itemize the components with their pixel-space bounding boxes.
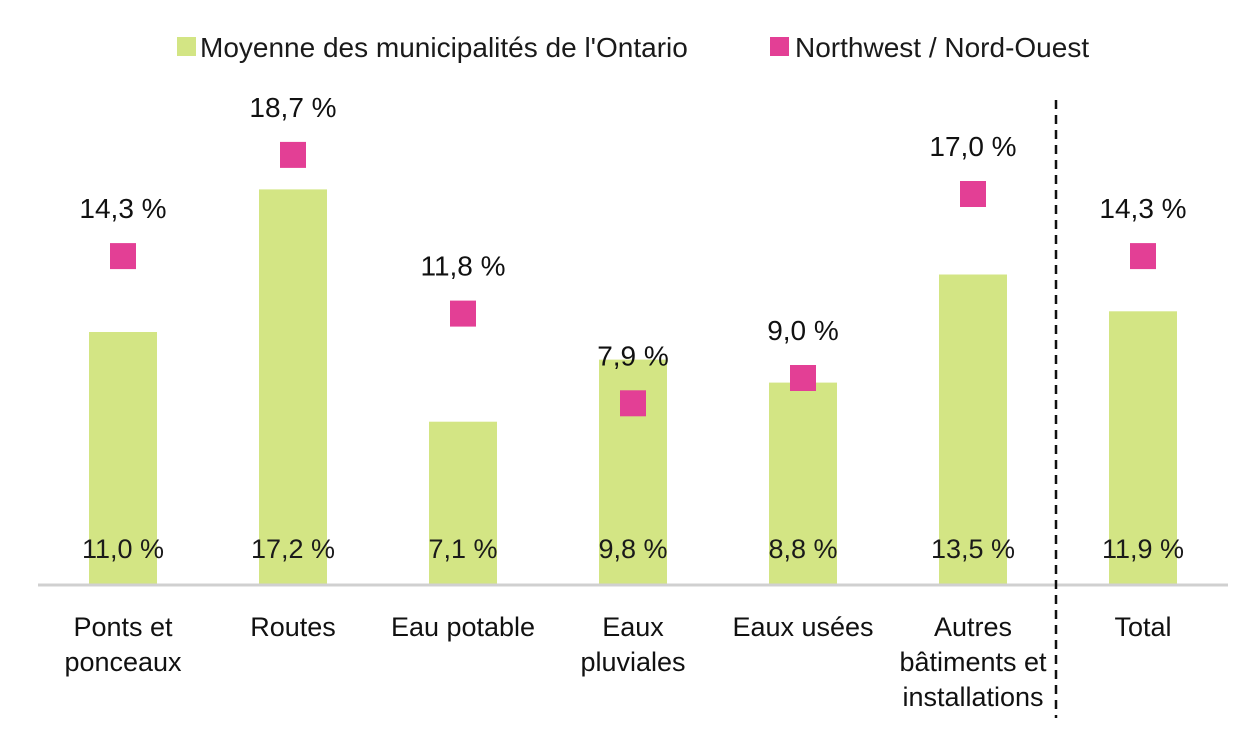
legend-swatch-1: [770, 37, 789, 56]
category-label-2: Eau potable: [391, 612, 535, 642]
marker-value-label-6: 14,3 %: [1099, 193, 1186, 224]
category-label-4: Eaux usées: [732, 612, 873, 642]
bar-value-label-4: 8,8 %: [768, 534, 837, 564]
marker-value-label-5: 17,0 %: [929, 131, 1016, 162]
bar-5: [939, 274, 1007, 585]
bar-2: [429, 421, 497, 585]
marker-value-label-2: 11,8 %: [420, 251, 505, 282]
marker-value-label-1: 18,7 %: [249, 92, 336, 123]
marker-2: [450, 300, 476, 327]
category-label-6: Total: [1114, 612, 1171, 642]
category-label-1: Routes: [250, 612, 336, 642]
bar-4: [769, 382, 837, 585]
marker-value-label-0: 14,3 %: [79, 193, 166, 224]
category-label-5: Autres bâtiments et installations: [899, 612, 1047, 712]
category-label-3: Eaux pluviales: [580, 612, 685, 677]
legend-label-0: Moyenne des municipalités de l'Ontario: [200, 32, 688, 63]
bar-0: [89, 332, 157, 585]
bar-6: [1109, 311, 1177, 585]
bar-value-label-2: 7,1 %: [428, 534, 497, 564]
bar-value-label-3: 9,8 %: [598, 534, 667, 564]
marker-value-label-4: 9,0 %: [767, 315, 839, 346]
marker-4: [790, 365, 816, 391]
category-label-0: Ponts et ponceaux: [64, 612, 182, 677]
marker-value-label-3: 7,9 %: [597, 340, 669, 371]
legend-swatch-0: [177, 37, 196, 56]
bar-value-label-1: 17,2 %: [251, 534, 335, 564]
legend-label-1: Northwest / Nord-Ouest: [795, 32, 1089, 63]
bar-1: [259, 189, 327, 585]
marker-6: [1130, 243, 1156, 270]
marker-0: [110, 243, 136, 270]
marker-1: [280, 141, 306, 168]
bar-value-label-0: 11,0 %: [82, 534, 164, 564]
bar-value-label-5: 13,5 %: [931, 534, 1015, 564]
marker-3: [620, 390, 646, 417]
bar-value-label-6: 11,9 %: [1102, 534, 1184, 564]
marker-5: [960, 181, 986, 207]
